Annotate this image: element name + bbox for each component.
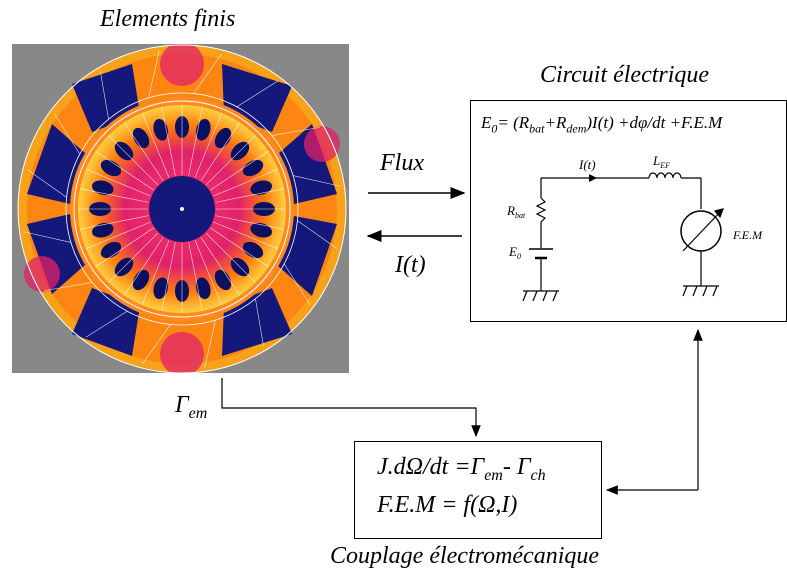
rotor-slot <box>132 127 150 149</box>
rotor-slot <box>195 277 211 299</box>
circuit-current-label: I(t) <box>578 157 596 172</box>
rotor-slot <box>250 222 272 238</box>
mesh-line <box>271 127 320 136</box>
motor-cross-section <box>17 44 347 373</box>
mesh-line <box>188 106 203 176</box>
circuit-title: Circuit électrique <box>540 62 710 88</box>
coupling-title: Couplage électromécanique <box>330 543 600 569</box>
mesh-line <box>200 237 241 296</box>
mesh-line <box>194 112 223 178</box>
mesh-line <box>123 122 164 181</box>
rotor-slot <box>153 119 169 141</box>
mesh-line <box>297 220 338 249</box>
mesh-line <box>26 169 67 198</box>
mesh-line <box>95 150 154 191</box>
coupling-equation-1: J.dΩ/dt =Γem- Γch <box>377 454 546 484</box>
mesh-line <box>205 135 256 186</box>
flux-label: Flux <box>380 150 424 176</box>
mesh-line <box>85 168 151 197</box>
mesh-lines <box>23 50 341 368</box>
mesh-line <box>123 237 164 296</box>
rotor-slot <box>132 269 150 291</box>
fem-title: Elements finis <box>100 6 236 32</box>
current-label: I(t) <box>395 252 426 278</box>
rotor-slot <box>214 269 232 291</box>
rotor-slot <box>100 241 122 259</box>
mesh-line <box>100 71 109 120</box>
mesh-line <box>213 168 279 197</box>
mesh-line <box>193 53 222 94</box>
mesh-line <box>85 310 128 338</box>
resistor <box>535 197 547 223</box>
mesh-line <box>204 320 216 368</box>
mesh-line <box>188 242 203 312</box>
mesh-line <box>95 227 154 268</box>
coupling-box: J.dΩ/dt =Γem- Γch F.E.M = f(Ω,I) <box>354 441 602 539</box>
emf-label: F.E.M <box>732 228 763 242</box>
mesh-line <box>215 215 285 230</box>
mesh-line <box>161 106 176 176</box>
mesh-line <box>293 175 341 187</box>
mesh-line <box>108 135 159 186</box>
mesh-line <box>148 50 160 98</box>
inductor-coil <box>648 172 682 179</box>
mesh-line <box>108 232 159 283</box>
mesh-line <box>210 227 269 268</box>
mesh-line <box>141 112 170 178</box>
rotor-slot <box>100 159 122 177</box>
mesh-line <box>210 150 269 191</box>
circuit-equation: E0= (Rbat+Rdem)I(t) +dφ/dt +F.E.M <box>481 113 723 136</box>
fem-field-plot <box>12 44 349 373</box>
circuit-schematic: I(t) LEF Rbat E0 F.E.M <box>506 153 763 302</box>
mesh-line <box>44 282 93 291</box>
rotor-slot <box>214 127 232 149</box>
mesh-line <box>161 242 176 312</box>
mesh-line <box>255 298 264 347</box>
mesh-line <box>79 188 149 203</box>
circuit-box: E0= (Rbat+Rdem)I(t) +dφ/dt +F.E.M <box>470 100 787 322</box>
rotor-slot <box>195 119 211 141</box>
rotor-slot <box>242 241 264 259</box>
mesh-line <box>283 263 311 306</box>
mesh-line <box>23 231 71 243</box>
mesh-line <box>141 240 170 306</box>
rotor-slot <box>242 159 264 177</box>
mesh-line <box>194 240 223 306</box>
mesh-line <box>200 122 241 181</box>
resistor-label: Rbat <box>506 203 526 220</box>
torque-label: Γem <box>175 392 208 422</box>
mesh-line <box>53 112 81 155</box>
mesh-line <box>142 324 171 365</box>
rotor-slot <box>92 180 114 196</box>
mesh-line <box>79 215 149 230</box>
torque-arrow <box>221 378 481 438</box>
mesh-line <box>215 188 285 203</box>
rotor-slot <box>250 180 272 196</box>
source-label: E0 <box>508 244 521 261</box>
coupling-equation-2: F.E.M = f(Ω,I) <box>377 492 518 518</box>
mesh-line <box>205 232 256 283</box>
rotor-slot <box>153 277 169 299</box>
mesh-line <box>213 221 279 250</box>
inductor-label: LEF <box>652 153 670 170</box>
mesh-line <box>236 80 279 108</box>
rotor-slot <box>92 222 114 238</box>
mesh-line <box>85 221 151 250</box>
